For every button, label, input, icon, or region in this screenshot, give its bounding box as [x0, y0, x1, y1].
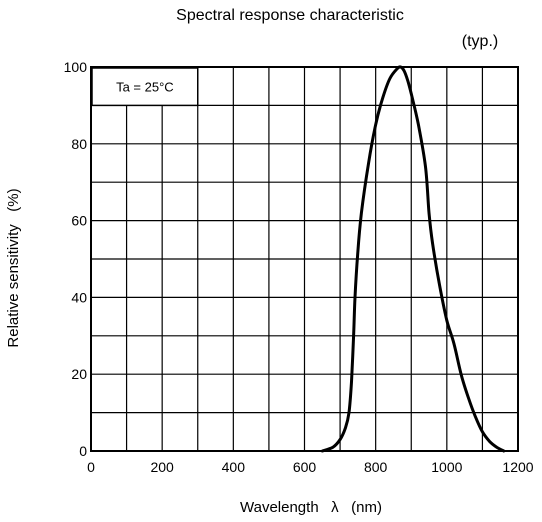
y-axis-label: Relative sensitivity (%) — [5, 188, 22, 347]
x-tick-label: 0 — [87, 459, 95, 475]
x-tick-label: 600 — [293, 459, 317, 475]
x-tick-label: 1000 — [431, 459, 462, 475]
series-line — [320, 65, 506, 453]
x-tick-label: 1200 — [502, 459, 533, 475]
grid — [91, 67, 518, 451]
y-tick-label: 40 — [71, 289, 87, 305]
y-tick-label: 0 — [79, 443, 87, 459]
tick-labels: 0 200 400 600 800 1000 1200 0 20 40 60 80 100 — [64, 59, 534, 475]
x-axis-label: Wavelength λ (nm) — [240, 499, 382, 516]
y-tick-label: 20 — [71, 366, 87, 382]
plot-frame — [90, 66, 519, 452]
chart-subtitle: (typ.) — [462, 33, 498, 50]
annotation-text: Ta = 25°C — [116, 80, 174, 95]
x-tick-label: 400 — [222, 459, 246, 475]
temperature-annotation: Ta = 25°C — [91, 67, 199, 107]
x-tick-label: 800 — [364, 459, 388, 475]
y-tick-label: 100 — [64, 59, 88, 75]
y-tick-label: 60 — [71, 213, 87, 229]
annotation-box — [91, 67, 199, 107]
y-tick-label: 80 — [71, 136, 87, 152]
x-tick-label: 200 — [150, 459, 174, 475]
chart-title: Spectral response characteristic — [176, 7, 404, 24]
